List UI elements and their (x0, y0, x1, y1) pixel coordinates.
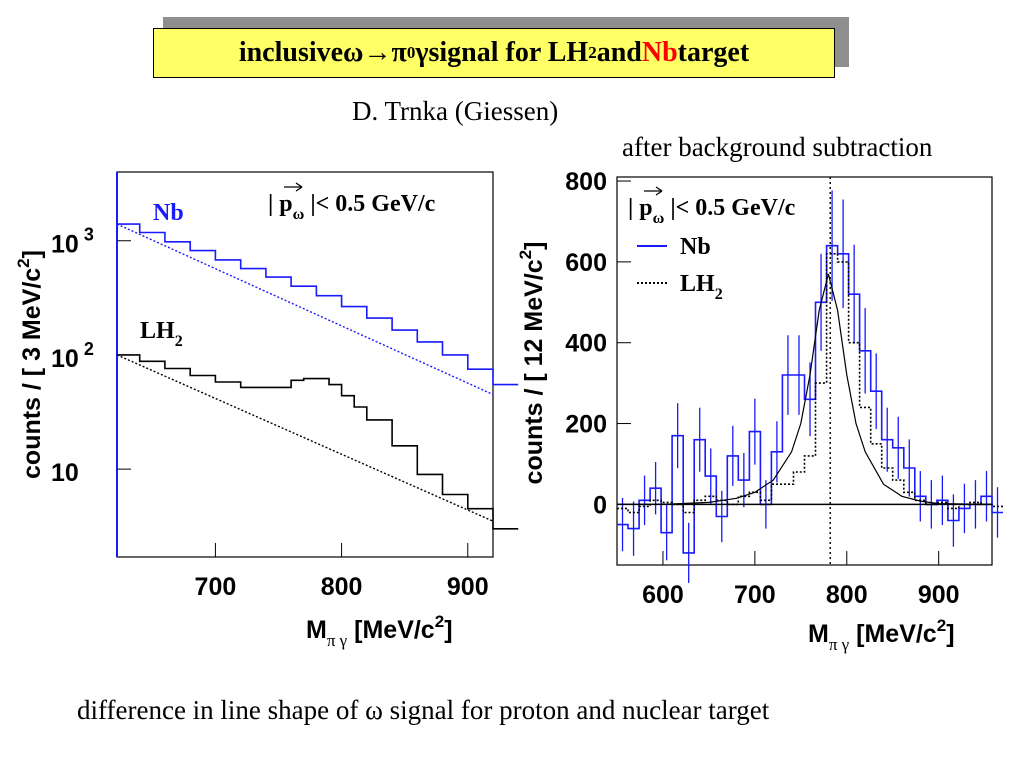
y-axis-label-end: ] (520, 242, 548, 250)
title-pi-charge: 0 (406, 43, 416, 62)
x-tick-label: 600 (642, 581, 684, 609)
series-label-lh2: LH2 (140, 318, 183, 350)
x-tick-label: 800 (321, 573, 363, 601)
background-note: after background subtraction (622, 132, 933, 162)
x-axis-label-tail: ] (444, 616, 452, 644)
momentum-cut-sub: ω (293, 206, 305, 223)
series-label-nb: Nb (153, 200, 184, 226)
y-tick-label: 400 (565, 330, 607, 358)
legend-label-sub: 2 (715, 286, 723, 303)
vector-arrow-head-icon (655, 186, 663, 196)
y-tick-label: 200 (565, 411, 607, 439)
plot-frame (116, 171, 494, 558)
y-axis-label-sup: 2 (14, 258, 33, 267)
title-gamma: γ (415, 37, 429, 68)
y-axis-label: counts / [ 12 MeV/c2] (516, 242, 548, 485)
momentum-cut-label: | pω |< 0.5 GeV/c (628, 195, 796, 227)
x-tick-label: 900 (918, 581, 960, 609)
title-pi: π (391, 37, 407, 68)
momentum-cut-sub: ω (653, 210, 665, 227)
y-tick-label: 10 (51, 459, 79, 487)
series-label-lh2-sub: 2 (175, 333, 183, 350)
momentum-cut-rest: |< 0.5 GeV/c (304, 191, 435, 217)
y-axis-label: counts / [ 3 MeV/c2] (14, 250, 46, 479)
momentum-cut-label: | pω |< 0.5 GeV/c (268, 191, 436, 223)
x-axis-label: Mπ γ [MeV/c2] (808, 616, 955, 654)
legend-label: LH2 (680, 271, 723, 303)
title-sub-2: 2 (588, 43, 597, 62)
title-text-3: and (596, 37, 642, 68)
momentum-cut-rest: |< 0.5 GeV/c (664, 195, 795, 221)
x-axis-label-end: [MeV/c (849, 620, 937, 648)
y-tick-exponent: 3 (79, 225, 94, 245)
x-tick-label: 700 (195, 573, 237, 601)
slide-title: inclusive ω → π 0 γ signal for LH 2 and … (153, 28, 835, 78)
y-tick-label: 800 (565, 168, 607, 196)
y-tick-label: 10 3 (51, 225, 94, 259)
series-lh2-histogram (617, 253, 1003, 514)
title-arrow: → (363, 37, 392, 68)
title-text-1: inclusive (238, 37, 344, 68)
x-axis-label-tail: ] (946, 620, 954, 648)
vector-arrow-head-icon (295, 182, 303, 192)
title-text-2: signal for LH (428, 37, 589, 68)
y-tick-exponent: 2 (79, 339, 94, 359)
x-tick-label: 800 (826, 581, 868, 609)
y-axis-label-end: ] (18, 250, 46, 258)
x-tick-label: 900 (447, 573, 489, 601)
background-fit-nb (116, 223, 494, 396)
plot-frame (616, 176, 993, 566)
title-omega: ω (343, 37, 364, 68)
x-axis-label-sup: 2 (937, 616, 946, 635)
background-fit-lh (116, 354, 494, 522)
x-axis-label: Mπ γ [MeV/c2] (306, 612, 453, 650)
title-nb: Nb (641, 37, 678, 68)
x-axis-label-sub: π γ (829, 635, 850, 654)
x-axis-label-sup: 2 (435, 612, 444, 631)
x-tick-label: 700 (734, 581, 776, 609)
x-axis-label-end: [MeV/c (347, 616, 435, 644)
fit-curve (617, 273, 993, 505)
series-lh-histogram (117, 354, 519, 530)
y-tick-label: 600 (565, 249, 607, 277)
series-nb-histogram (117, 223, 519, 386)
y-tick-label: 0 (593, 491, 607, 519)
author: D. Trnka (Giessen) (352, 96, 559, 126)
legend-label: Nb (680, 234, 711, 260)
title-text-4: target (677, 37, 750, 68)
y-axis-label-sup: 2 (516, 250, 535, 259)
x-axis-label-sub: π γ (327, 631, 348, 650)
caption: difference in line shape of ω signal for… (77, 695, 770, 725)
chart-2: 600 700 800 900 0 200 400 600 800 counts / [ 12 M… (516, 168, 1003, 654)
y-tick-label: 10 2 (51, 339, 94, 373)
